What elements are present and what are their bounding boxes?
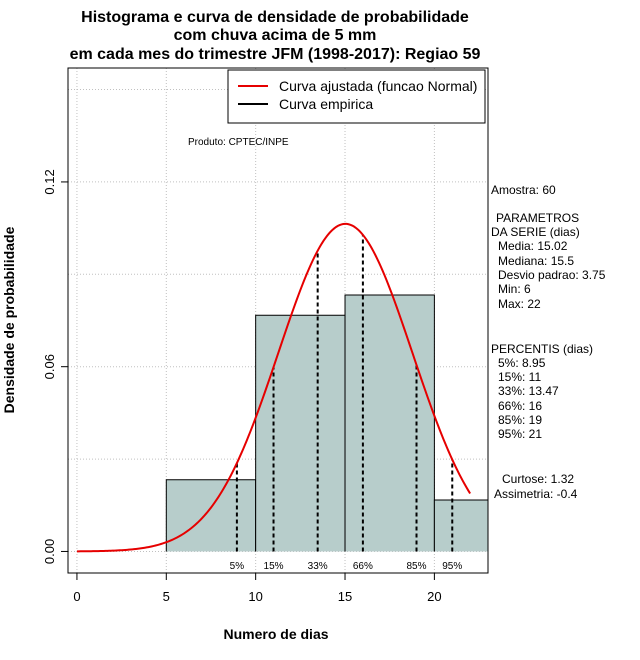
chart-title-line2: com chuva acima de 5 mm xyxy=(174,27,377,44)
percentile-label: 85% xyxy=(407,561,427,572)
stat-sample: Amostra: 60 xyxy=(491,183,556,197)
stat-param: Desvio padrao: 3.75 xyxy=(498,268,606,282)
stat-param: Min: 6 xyxy=(498,282,531,296)
stat-kurtosis: Curtose: 1.32 xyxy=(502,472,574,486)
x-tick-label: 20 xyxy=(427,589,441,604)
stat-params-title2: DA SERIE (dias) xyxy=(491,225,580,239)
y-tick-label: 0.00 xyxy=(42,539,57,564)
x-tick-label: 15 xyxy=(338,589,352,604)
y-axis-label: Densidade de probabilidade xyxy=(1,226,17,413)
chart-title-line1: Histograma e curva de densidade de proba… xyxy=(81,9,469,26)
histogram-bar xyxy=(434,500,488,552)
percentile-label: 5% xyxy=(230,561,245,572)
stat-param: Mediana: 15.5 xyxy=(498,254,574,268)
stat-percentile: 95%: 21 xyxy=(498,427,542,441)
product-label: Produto: CPTEC/INPE xyxy=(188,137,289,148)
stat-percentile: 66%: 16 xyxy=(498,399,542,413)
stat-param: Media: 15.02 xyxy=(498,239,568,253)
x-tick-label: 5 xyxy=(163,589,170,604)
x-tick-label: 10 xyxy=(248,589,262,604)
plot-frame xyxy=(67,67,489,574)
histogram-bars xyxy=(165,294,489,552)
histogram-bar xyxy=(166,479,256,552)
y-tick-label: 0.06 xyxy=(42,354,57,379)
histogram-bar xyxy=(345,294,435,552)
x-axis-label: Numero de dias xyxy=(223,626,328,642)
legend-label-normal: Curva ajustada (funcao Normal) xyxy=(279,78,477,94)
x-axis: 0 5 10 15 20 xyxy=(73,573,442,604)
histogram-bar-outline xyxy=(344,294,435,552)
stat-percentile: 33%: 13.47 xyxy=(498,384,559,398)
normal-curve xyxy=(76,222,471,553)
stat-percentile: 15%: 11 xyxy=(498,370,541,384)
legend-box xyxy=(227,69,486,124)
legend: Curva ajustada (funcao Normal) Curva emp… xyxy=(227,69,486,124)
histogram-bar xyxy=(255,315,346,552)
stat-param: Max: 22 xyxy=(498,297,541,311)
chart-title-line3: em cada mes do trimestre JFM (1998-2017)… xyxy=(70,46,481,63)
legend-label-empirical: Curva empirica xyxy=(279,96,373,112)
percentile-label: 66% xyxy=(353,561,373,572)
x-tick-label: 0 xyxy=(73,589,80,604)
statistics-panel: Amostra: 60 PARAMETROS DA SERIE (dias) M… xyxy=(491,183,606,501)
percentile-label: 15% xyxy=(264,561,284,572)
y-tick-label: 0.12 xyxy=(42,169,57,194)
stat-params-title1: PARAMETROS xyxy=(496,211,579,225)
percentile-label: 33% xyxy=(308,561,328,572)
stat-perc-title: PERCENTIS (dias) xyxy=(491,342,593,356)
stat-percentile: 85%: 19 xyxy=(498,413,542,427)
stat-percentile: 5%: 8.95 xyxy=(498,356,546,370)
percentile-label: 95% xyxy=(442,561,462,572)
stat-skewness: Assimetria: -0.4 xyxy=(494,487,578,501)
y-axis: 0.00 0.06 0.12 xyxy=(42,169,68,564)
percentile-lines: 5% 15% 33% 66% 85% 95% xyxy=(230,234,462,572)
